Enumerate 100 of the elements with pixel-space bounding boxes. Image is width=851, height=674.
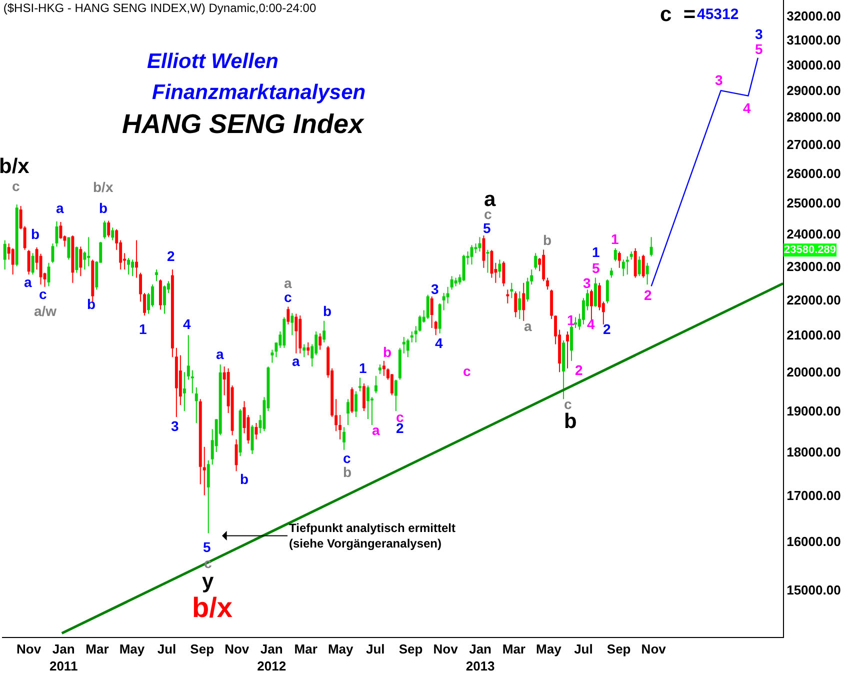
candlestick <box>318 332 322 350</box>
y-tick-label: 29000.00 <box>786 83 841 98</box>
candlestick <box>506 289 510 304</box>
candlestick <box>139 272 142 302</box>
x-tick-label: Sep <box>190 642 214 657</box>
candlestick <box>498 259 502 278</box>
candlestick <box>15 204 18 267</box>
candlestick <box>51 242 54 264</box>
candlestick <box>626 256 629 275</box>
annotation: 1 <box>359 360 367 376</box>
annotation: 4 <box>587 316 595 332</box>
candlestick <box>306 342 310 356</box>
candlestick <box>170 268 174 358</box>
annotation: 1 <box>592 244 600 260</box>
candlestick <box>342 426 346 450</box>
candlestick <box>174 347 178 418</box>
candlestick <box>294 313 298 354</box>
candlestick <box>514 290 518 318</box>
x-tick-label: May <box>328 642 354 657</box>
annotation: 2 <box>575 362 583 378</box>
annotation: 23580.289 <box>784 244 836 256</box>
annotation: b <box>323 303 332 319</box>
annotation: b <box>343 464 352 480</box>
x-tick-label: Nov <box>433 642 459 657</box>
candlestick <box>286 306 290 325</box>
y-tick-label: 26000.00 <box>786 166 841 181</box>
candlestick <box>71 235 74 284</box>
annotation: a <box>372 422 380 438</box>
candlestick <box>135 240 138 278</box>
annotation: 1 <box>139 321 147 337</box>
candlestick <box>478 236 482 252</box>
candlestick <box>594 277 597 308</box>
annotation: 3 <box>583 275 591 291</box>
candlestick <box>534 252 538 270</box>
y-tick-label: 20000.00 <box>786 364 841 380</box>
candlestick <box>482 235 486 268</box>
candlestick <box>614 248 617 262</box>
x-tick-label: Nov <box>224 642 250 657</box>
y-tick-label: 23000.00 <box>786 258 841 274</box>
candlestick <box>454 277 458 287</box>
annotation: b/x <box>0 155 30 178</box>
candlestick <box>350 386 354 414</box>
y-tick-label: 24000.00 <box>786 226 841 242</box>
y-tick-label: 19000.00 <box>786 404 841 419</box>
x-tick-label: Jan 2013 <box>466 642 495 674</box>
candlestick <box>127 258 130 275</box>
candlestick <box>3 240 6 270</box>
candlestick <box>346 398 350 426</box>
candlestick <box>238 408 242 457</box>
candlestick <box>646 262 649 286</box>
annotation: b <box>99 200 108 216</box>
candlestick <box>546 277 550 290</box>
annotation: b <box>87 296 96 312</box>
annotation: b <box>383 344 392 360</box>
annotation: Elliott Wellen <box>147 50 278 73</box>
y-tick-label: 28000.00 <box>786 110 841 125</box>
annotation: 4 <box>183 316 191 332</box>
candlestick <box>410 331 414 343</box>
candlestick <box>131 259 134 277</box>
annotation: c <box>343 450 351 466</box>
candlestick <box>394 379 398 412</box>
candlestick <box>526 277 530 302</box>
candlestick <box>198 398 202 485</box>
candlestick <box>31 252 34 275</box>
candlestick <box>358 377 362 392</box>
x-tick-label: May <box>536 642 562 657</box>
candlestick <box>550 289 554 320</box>
annotation: 3 <box>715 72 723 88</box>
candlestick <box>430 296 434 328</box>
annotation: 5 <box>755 41 763 57</box>
y-tick-label: 32000.00 <box>786 8 841 24</box>
candlestick <box>414 326 418 343</box>
candlestick <box>234 438 238 472</box>
candlestick <box>155 268 158 282</box>
annotation: a <box>524 318 532 334</box>
annotation: 45312 <box>697 6 739 23</box>
candlestick <box>206 460 210 534</box>
x-tick-label: Mar <box>86 642 109 657</box>
x-tick-label: Sep <box>606 642 631 657</box>
candlestick <box>107 220 110 238</box>
annotation: c <box>39 286 47 302</box>
annotation: Finanzmarktanalysen <box>152 81 366 104</box>
candlestick <box>438 302 442 334</box>
y-tick-label: 18000.00 <box>786 444 841 460</box>
candlestick <box>254 422 258 440</box>
candlestick <box>618 251 621 268</box>
candlestick <box>362 383 366 412</box>
candlestick <box>47 262 50 287</box>
x-tick-label: May <box>119 642 146 657</box>
candlestick <box>622 259 625 277</box>
candlestick <box>642 254 645 278</box>
candlestick <box>542 249 546 282</box>
annotation: c <box>564 396 572 412</box>
candlestick <box>55 220 58 248</box>
candlestick <box>398 347 402 380</box>
candlestick <box>522 282 526 322</box>
candlestick <box>270 349 274 364</box>
chart-title: ($HSI-HKG - HANG SENG INDEX,W) Dynamic,0:00-24:00 <box>3 0 316 15</box>
y-tick-label: 25000.00 <box>786 196 841 211</box>
candlestick <box>27 249 30 275</box>
